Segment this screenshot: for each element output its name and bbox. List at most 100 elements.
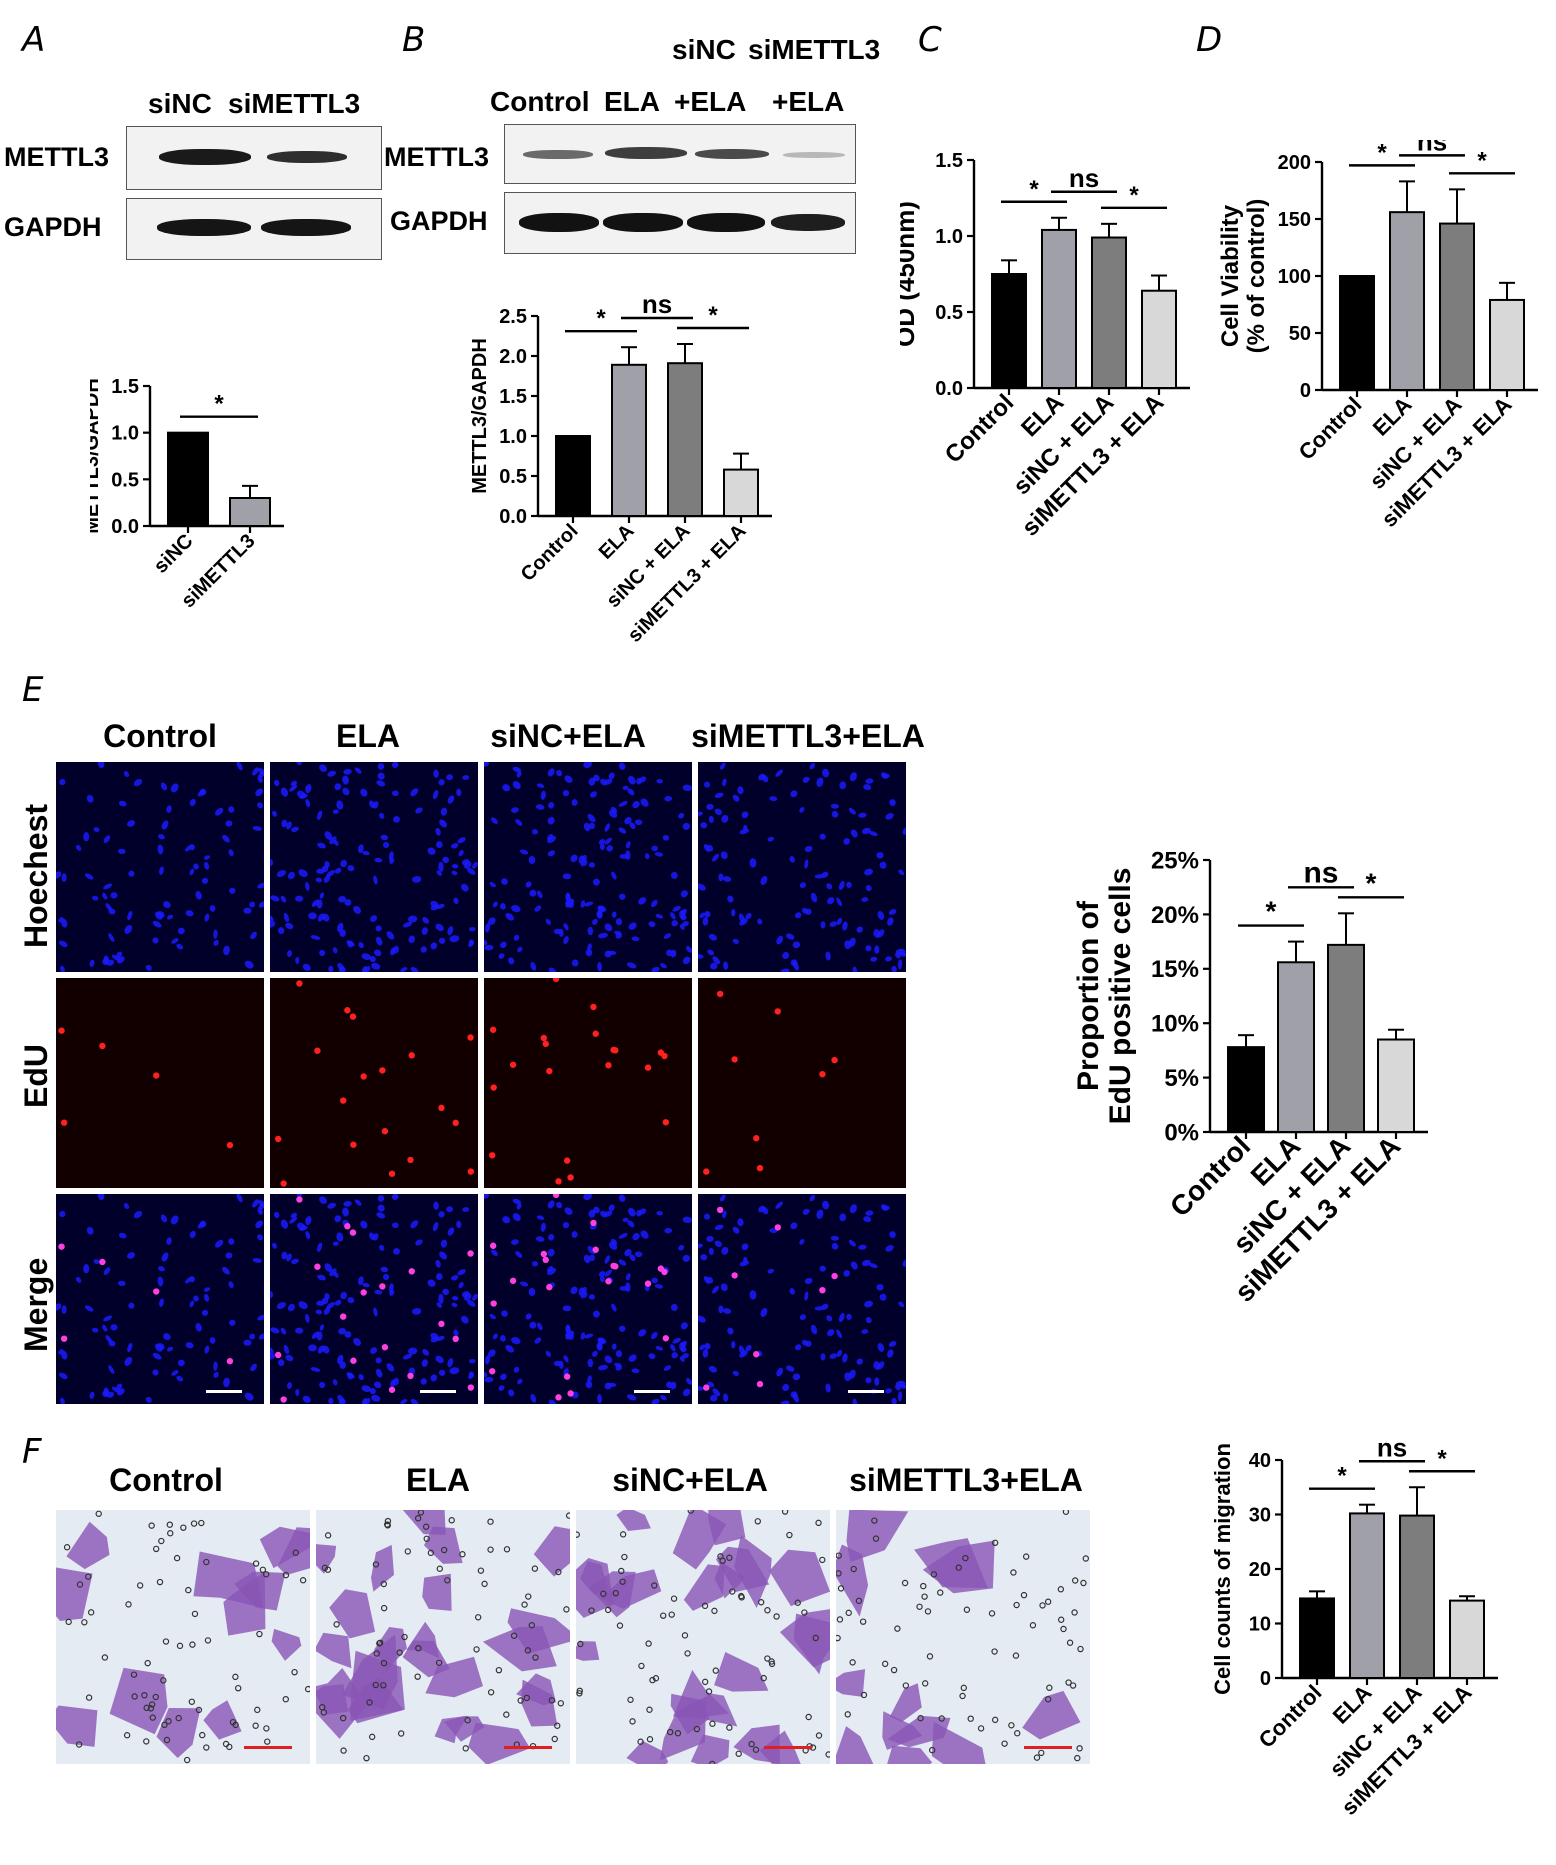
nucleus (604, 1355, 613, 1364)
significance-label: * (596, 305, 606, 332)
nucleus (308, 1344, 317, 1352)
edu-positive-nucleus (350, 1357, 357, 1364)
membrane-pore (252, 1722, 259, 1729)
migrated-cell (734, 1535, 772, 1608)
panel-e-col-control: Control (103, 718, 217, 754)
significance-label: * (1477, 147, 1487, 174)
nucleus (611, 1303, 617, 1312)
membrane-pore (1046, 1684, 1053, 1691)
edu-positive-nucleus (540, 1034, 548, 1042)
nucleus (604, 823, 611, 832)
bar (1327, 943, 1365, 1133)
nucleus (822, 768, 830, 778)
nucleus (564, 775, 573, 783)
membrane-pore (815, 1519, 822, 1527)
y-tick-label: 10% (1151, 1011, 1199, 1038)
bar (723, 468, 759, 518)
nucleus (826, 1315, 833, 1322)
nucleus (447, 795, 455, 804)
nucleus (185, 910, 194, 917)
nucleus (534, 1337, 542, 1344)
membrane-pore (175, 1714, 182, 1722)
nucleus (380, 834, 389, 841)
nucleus (891, 1397, 897, 1404)
nucleus (61, 873, 67, 882)
nucleus (328, 965, 334, 972)
nucleus (810, 892, 818, 903)
membrane-pore (924, 1608, 932, 1615)
nucleus (660, 963, 667, 969)
nucleus (438, 1293, 444, 1304)
nucleus (528, 855, 536, 864)
membrane-pore (1076, 1745, 1083, 1752)
nucleus (536, 783, 545, 789)
edu-image (270, 978, 478, 1188)
membrane-pore (735, 1750, 742, 1757)
nucleus (858, 1244, 867, 1250)
migrated-cell (271, 1628, 302, 1661)
micrograph-background (56, 978, 264, 1188)
nucleus (556, 1201, 563, 1209)
nucleus (540, 1222, 546, 1232)
nucleus (298, 869, 308, 878)
nucleus (412, 1307, 422, 1315)
nucleus (829, 1353, 837, 1359)
nucleus (651, 845, 659, 852)
nucleus (516, 1203, 522, 1210)
edu-image (698, 978, 906, 1188)
membrane-pore (1008, 1722, 1015, 1729)
nucleus (682, 956, 691, 965)
membrane-pore (282, 1695, 289, 1703)
hoechst-image (484, 762, 692, 972)
nucleus (732, 1370, 739, 1377)
nucleus (152, 1369, 159, 1376)
membrane-pore (921, 1593, 928, 1600)
nucleus (861, 897, 869, 902)
nucleus (430, 1332, 439, 1340)
nucleus (731, 909, 736, 917)
nucleus (670, 912, 676, 920)
bar (1227, 1046, 1265, 1133)
nucleus (152, 937, 159, 944)
membrane-pore (729, 1588, 736, 1595)
nucleus (108, 933, 115, 942)
nucleus (704, 1342, 711, 1350)
nucleus (583, 1254, 591, 1264)
nucleus (548, 1399, 557, 1404)
nucleus (585, 949, 593, 957)
nucleus (651, 1331, 658, 1340)
edu-positive-nucleus (563, 1373, 571, 1380)
bar (1377, 1038, 1415, 1134)
y-tick-label: 0 (1300, 380, 1311, 402)
nucleus (110, 1324, 118, 1331)
membrane-pore (764, 1607, 771, 1614)
nucleus (333, 1271, 339, 1278)
nucleus (782, 951, 790, 960)
edu-positive-nucleus (58, 1243, 65, 1250)
nucleus (501, 878, 508, 885)
nucleus (588, 822, 595, 830)
migrated-cell (507, 1608, 570, 1654)
nucleus (223, 1377, 230, 1388)
nucleus (327, 1202, 337, 1209)
nucleus (588, 1209, 596, 1218)
nucleus (255, 1220, 264, 1229)
nucleus (515, 819, 523, 826)
nucleus (792, 961, 800, 971)
membrane-pore (339, 1714, 347, 1722)
nucleus (780, 968, 790, 972)
nucleus (361, 1385, 372, 1393)
membrane-pore (324, 1532, 332, 1539)
nucleus (598, 1270, 606, 1277)
nucleus (699, 912, 705, 919)
membrane-pore (845, 1609, 852, 1617)
blot-band (771, 214, 845, 231)
nucleus (435, 923, 444, 932)
nucleus (790, 1222, 798, 1230)
nucleus (563, 936, 569, 944)
nucleus (709, 1394, 718, 1402)
nucleus (108, 1365, 115, 1374)
membrane-pore (525, 1593, 532, 1600)
panel-letter-a: A (22, 20, 46, 60)
